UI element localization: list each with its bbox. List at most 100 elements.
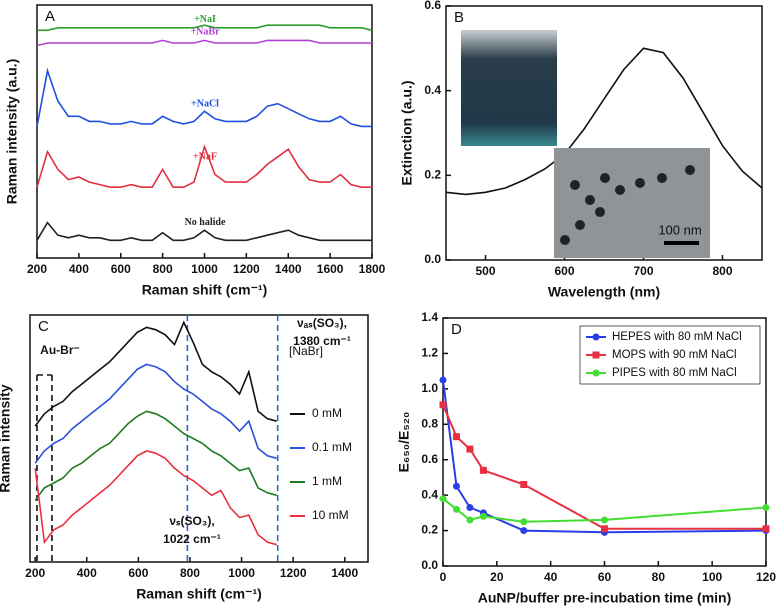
point [520, 481, 528, 489]
point [452, 482, 460, 490]
x-tick-label: 600 [554, 264, 574, 278]
x-tick-label: 600 [111, 262, 131, 276]
plot-frame [29, 314, 369, 563]
y-axis-label: E₆₅₀/E₅₂₀ [396, 412, 412, 473]
scale-label: 100 nm [658, 222, 701, 237]
series-line [34, 320, 277, 427]
nanoparticle [600, 173, 610, 183]
x-axis-label: Wavelength (nm) [548, 284, 660, 300]
y-tick-label: 0.6 [424, 0, 441, 12]
legend-marker [592, 351, 600, 359]
y-axis-label: Raman intensity [0, 384, 13, 492]
panel-label: A [45, 8, 55, 25]
legend-title: [NaBr] [289, 344, 323, 358]
x-tick-label: 40 [544, 570, 558, 584]
point [762, 525, 770, 533]
x-tick-label: 800 [180, 566, 200, 580]
series-label: +NaBr [190, 27, 220, 38]
legend-label: 1 mM [312, 474, 342, 488]
x-tick-label: 100 [702, 570, 722, 584]
y-tick-label: 1.0 [421, 381, 438, 395]
series-line [37, 24, 373, 32]
legend-label: HEPES with 80 mM NaCl [612, 331, 742, 343]
y-tick-label: 0.0 [424, 252, 441, 266]
point [466, 516, 474, 524]
series-line [36, 221, 372, 242]
point [479, 466, 487, 474]
y-axis-label: Raman intensity (a.u.) [4, 59, 20, 204]
x-tick-label: 1400 [331, 566, 358, 580]
series-line [34, 363, 277, 464]
nanoparticle [615, 185, 625, 195]
x-tick-label: 200 [25, 566, 45, 580]
point [452, 433, 460, 441]
series-line [36, 67, 372, 128]
legend-label: PIPES with 80 mM NaCl [612, 367, 737, 379]
series-label: +NaCl [191, 99, 219, 110]
y-tick-label: 1.2 [421, 346, 438, 360]
annotation: Au-Br⁻ [40, 343, 80, 357]
legend-marker [592, 333, 600, 341]
series-label: No halide [185, 217, 226, 228]
annotation: 1380 cm⁻¹ [293, 334, 351, 348]
x-tick-label: 400 [69, 262, 89, 276]
legend-label: 0 mM [312, 406, 342, 420]
x-tick-label: 80 [652, 570, 666, 584]
x-tick-label: 1400 [275, 262, 302, 276]
x-axis-label: AuNP/buffer pre-incubation time (min) [478, 590, 732, 606]
x-tick-label: 60 [598, 570, 612, 584]
x-tick-label: 1000 [191, 262, 218, 276]
plot-frame [445, 5, 763, 261]
x-axis-label: Raman shift (cm⁻¹) [142, 282, 268, 298]
x-tick-label: 1200 [280, 566, 307, 580]
point [520, 527, 528, 535]
panel-label: C [38, 318, 49, 335]
nanoparticle [560, 235, 570, 245]
series-label: +NaI [194, 14, 216, 25]
annotation: νₐₛ(SO₃), [297, 316, 347, 330]
legend-label: 10 mM [312, 508, 349, 522]
point [452, 505, 460, 513]
legend-label: 0.1 mM [312, 440, 352, 454]
x-tick-label: 400 [77, 566, 97, 580]
x-tick-label: 1000 [228, 566, 255, 580]
x-tick-label: 700 [633, 264, 653, 278]
point [439, 495, 447, 503]
series-line [34, 410, 277, 501]
point [466, 504, 474, 512]
series-line [36, 144, 372, 188]
y-tick-label: 0.8 [421, 416, 438, 430]
nanoparticle [585, 195, 595, 205]
point [601, 516, 608, 524]
tem-image [554, 148, 710, 258]
series-line [445, 47, 763, 196]
panel-label: D [451, 321, 462, 338]
x-tick-label: 600 [128, 566, 148, 580]
panel-label: B [454, 9, 464, 26]
x-tick-label: 1600 [317, 262, 344, 276]
y-tick-label: 0.0 [421, 558, 438, 572]
x-tick-label: 1200 [233, 262, 260, 276]
legend-marker [592, 369, 600, 377]
x-tick-label: 20 [490, 570, 504, 584]
series-line [36, 39, 372, 47]
series-line [34, 450, 277, 546]
x-tick-label: 0 [440, 570, 447, 584]
y-axis-label: Extinction (a.u.) [399, 81, 415, 186]
x-tick-label: 500 [475, 264, 495, 278]
y-tick-label: 0.2 [424, 168, 441, 182]
vial-photo [461, 30, 557, 146]
y-tick-label: 1.4 [421, 310, 438, 324]
x-tick-label: 1800 [359, 262, 386, 276]
point [479, 512, 487, 520]
series-line [442, 379, 767, 534]
point [466, 445, 474, 453]
point [520, 518, 528, 526]
nanoparticle [595, 207, 605, 217]
y-tick-label: 0.2 [421, 523, 438, 537]
y-tick-label: 0.4 [421, 487, 438, 501]
x-tick-label: 120 [756, 570, 776, 584]
y-tick-label: 0.4 [424, 83, 441, 97]
y-tick-label: 0.6 [421, 452, 438, 466]
legend-label: MOPS with 90 mM NaCl [612, 349, 737, 361]
